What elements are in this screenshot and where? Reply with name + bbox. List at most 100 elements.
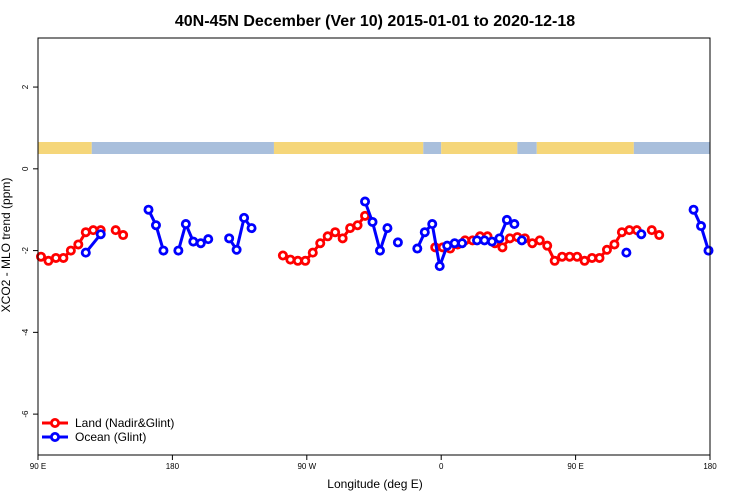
data-point — [65, 245, 76, 256]
data-point — [636, 229, 647, 240]
y-axis-label: XCO2 - MLO trend (ppm) — [0, 178, 13, 313]
data-point — [337, 233, 348, 244]
y-tick-label: -2 — [21, 246, 30, 254]
strip-land-0 — [38, 142, 92, 154]
data-point — [367, 216, 378, 227]
series-1 — [80, 196, 714, 272]
data-point — [95, 229, 106, 240]
data-point — [434, 261, 445, 272]
x-tick-label: 90 E — [567, 462, 583, 471]
data-point — [646, 225, 657, 236]
data-point — [307, 247, 318, 258]
data-point — [188, 236, 199, 247]
data-point — [231, 244, 242, 255]
data-point — [382, 223, 393, 234]
data-point — [58, 252, 69, 263]
data-point — [277, 250, 288, 261]
data-point — [504, 233, 515, 244]
strip-ocean-3 — [423, 142, 442, 154]
data-point — [118, 230, 129, 241]
data-point — [457, 238, 468, 249]
data-point — [35, 251, 46, 262]
data-point — [594, 252, 605, 263]
chart-title: 40N-45N December (Ver 10) 2015-01-01 to … — [175, 13, 575, 30]
data-point — [150, 220, 161, 231]
data-point — [494, 233, 505, 244]
strip-ocean-5 — [517, 142, 537, 154]
y-tick-label: 0 — [21, 166, 30, 171]
data-point — [173, 245, 184, 256]
data-point — [412, 243, 423, 254]
data-point — [246, 223, 257, 234]
y-tick-label: -6 — [21, 410, 30, 418]
data-point — [703, 245, 714, 256]
data-point — [516, 235, 527, 246]
data-point — [549, 255, 560, 266]
data-point — [285, 254, 296, 265]
data-point — [330, 227, 341, 238]
data-point — [224, 233, 235, 244]
y-axis: 2 0 -2 -4 -6 — [21, 84, 38, 418]
x-tick-label: 90 W — [297, 462, 316, 471]
land-ocean-strip — [38, 142, 710, 154]
x-tick-label: 180 — [166, 462, 180, 471]
data-point — [696, 221, 707, 232]
data-point — [352, 220, 363, 231]
data-point — [542, 240, 553, 251]
x-axis: 90 E 180 90 W 0 90 E 180 — [30, 455, 717, 471]
data-point — [322, 231, 333, 242]
legend: Land (Nadir&Glint)Ocean (Glint) — [42, 416, 174, 444]
data-point — [609, 239, 620, 250]
y-tick-label: -4 — [21, 328, 30, 336]
data-point — [572, 251, 583, 262]
data-point — [195, 238, 206, 249]
legend-marker — [50, 417, 61, 428]
series-0 — [35, 210, 665, 266]
data-point — [534, 235, 545, 246]
legend-marker — [50, 431, 61, 442]
data-point — [203, 234, 214, 245]
data-point — [497, 242, 508, 253]
data-point — [315, 238, 326, 249]
x-tick-label: 180 — [703, 462, 717, 471]
data-point — [654, 230, 665, 241]
data-point — [374, 245, 385, 256]
data-point — [419, 227, 430, 238]
data-point — [73, 239, 84, 250]
data-point — [621, 247, 632, 258]
data-point — [158, 245, 169, 256]
x-tick-label: 90 E — [30, 462, 46, 471]
strip-land-6 — [536, 142, 634, 154]
plot-frame — [37, 37, 711, 456]
x-tick-label: 0 — [439, 462, 444, 471]
data-point — [360, 196, 371, 207]
legend-label: Ocean (Glint) — [75, 430, 146, 444]
series-line — [227, 216, 253, 252]
data-point — [427, 219, 438, 230]
strip-ocean-1 — [91, 142, 274, 154]
data-point — [110, 225, 121, 236]
series-line — [363, 200, 389, 253]
data-point — [486, 236, 497, 247]
data-point — [80, 247, 91, 258]
data-point — [688, 204, 699, 215]
strip-land-4 — [441, 142, 518, 154]
data-point — [239, 212, 250, 223]
data-point — [143, 204, 154, 215]
data-point — [601, 244, 612, 255]
x-axis-label: Longitude (deg E) — [327, 477, 422, 491]
legend-label: Land (Nadir&Glint) — [75, 416, 174, 430]
strip-ocean-7 — [633, 142, 710, 154]
plot-series — [35, 196, 714, 272]
data-point — [300, 255, 311, 266]
data-point — [180, 219, 191, 230]
data-point — [479, 235, 490, 246]
data-point — [501, 214, 512, 225]
data-point — [360, 210, 371, 221]
data-point — [392, 237, 403, 248]
data-point — [509, 219, 520, 230]
y-tick-label: 2 — [21, 84, 30, 89]
strip-land-2 — [273, 142, 424, 154]
